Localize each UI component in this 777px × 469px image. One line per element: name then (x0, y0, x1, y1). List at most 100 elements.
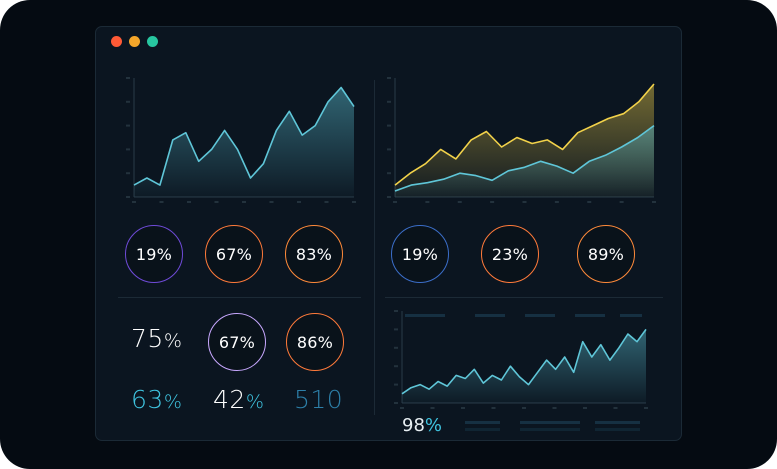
y-tick (394, 328, 398, 331)
ring-label: 23% (491, 244, 529, 264)
x-tick (587, 201, 592, 203)
y-tick (387, 77, 391, 79)
placeholder-bar (465, 421, 500, 424)
y-tick (387, 196, 391, 198)
placeholder-bar (520, 421, 580, 424)
stat-number: 63 (131, 385, 164, 414)
placeholder-bar (525, 314, 555, 317)
percentage-ring: 19% (125, 225, 183, 283)
ring-label: 83% (295, 244, 333, 264)
x-tick (269, 201, 274, 203)
ring-label: 19% (135, 244, 173, 264)
percentage-ring: 19% (391, 225, 449, 283)
x-tick (425, 201, 430, 203)
stat-unit: % (245, 391, 265, 413)
series-area (402, 329, 646, 403)
y-tick (387, 148, 391, 151)
x-tick (461, 407, 465, 409)
stat-number: 98 (402, 415, 425, 436)
stat-unit: % (424, 415, 443, 436)
series-line (394, 83, 655, 186)
y-tick (394, 365, 398, 368)
line-chart-top-right (387, 77, 656, 203)
series-line (133, 86, 355, 186)
placeholder-bar (520, 428, 580, 431)
y-tick (387, 124, 391, 127)
x-tick (297, 201, 301, 203)
x-tick (491, 407, 496, 409)
stat-unit: % (163, 330, 183, 352)
y-tick (394, 310, 398, 312)
y-tick (126, 172, 130, 175)
y-tick (126, 196, 130, 198)
x-tick (132, 201, 136, 203)
y-tick (387, 172, 391, 175)
divider-horizontal-left (118, 297, 361, 298)
x-tick (400, 407, 404, 409)
x-tick (583, 407, 587, 409)
minimize-button[interactable] (129, 36, 140, 47)
y-tick (126, 100, 130, 103)
placeholder-bar (475, 314, 505, 317)
x-tick (393, 201, 397, 203)
x-tick (644, 407, 648, 409)
x-tick (187, 201, 191, 203)
y-tick (387, 100, 391, 103)
y-tick (394, 346, 398, 349)
stat-value: 75% (131, 324, 182, 353)
ring-label: 67% (218, 332, 256, 352)
footer-stat: 98% (402, 415, 442, 436)
x-tick (457, 201, 462, 203)
placeholder-bar (575, 314, 605, 317)
area-chart-top-left (126, 77, 356, 203)
stat-value: 510 (294, 385, 343, 414)
x-tick (554, 201, 559, 203)
close-button[interactable] (111, 36, 122, 47)
y-tick (126, 148, 130, 151)
placeholder-bar (620, 314, 642, 317)
placeholder-bar (465, 428, 500, 431)
stat-unit: % (163, 391, 183, 413)
percentage-ring: 67% (208, 313, 266, 371)
series-area (395, 125, 654, 197)
stat-number: 75 (131, 324, 164, 353)
ring-label: 89% (587, 244, 625, 264)
x-tick (613, 407, 618, 409)
x-tick (552, 407, 557, 409)
x-tick (619, 201, 624, 203)
stat-number: 510 (294, 385, 344, 414)
stat-number: 42 (213, 385, 246, 414)
y-tick (394, 402, 398, 404)
percentage-ring: 67% (205, 225, 263, 283)
series-area (134, 87, 354, 197)
percentage-ring: 86% (286, 313, 344, 371)
series-line (394, 124, 655, 192)
x-tick (242, 201, 246, 203)
x-tick (352, 201, 356, 203)
percentage-ring: 83% (285, 225, 343, 283)
x-tick (652, 201, 656, 203)
x-tick (324, 201, 329, 203)
divider-vertical (374, 80, 375, 415)
placeholder-bar (595, 421, 640, 424)
percentage-ring: 23% (481, 225, 539, 283)
x-tick (214, 201, 219, 203)
percentage-ring: 89% (577, 225, 635, 283)
placeholder-bars (405, 314, 642, 317)
divider-horizontal-right (385, 297, 663, 298)
y-tick (126, 77, 130, 79)
stat-value: 63% (131, 385, 182, 414)
ring-label: 86% (296, 332, 334, 352)
y-tick (394, 383, 398, 386)
placeholder-bar (595, 428, 640, 431)
placeholder-bar (405, 314, 445, 317)
x-tick (522, 201, 527, 203)
ring-label: 67% (215, 244, 253, 264)
placeholder-bars-bottom (465, 421, 640, 431)
ring-label: 19% (401, 244, 439, 264)
area-chart-bottom-right (394, 310, 648, 409)
x-tick (159, 201, 164, 203)
x-tick (522, 407, 526, 409)
maximize-button[interactable] (147, 36, 158, 47)
